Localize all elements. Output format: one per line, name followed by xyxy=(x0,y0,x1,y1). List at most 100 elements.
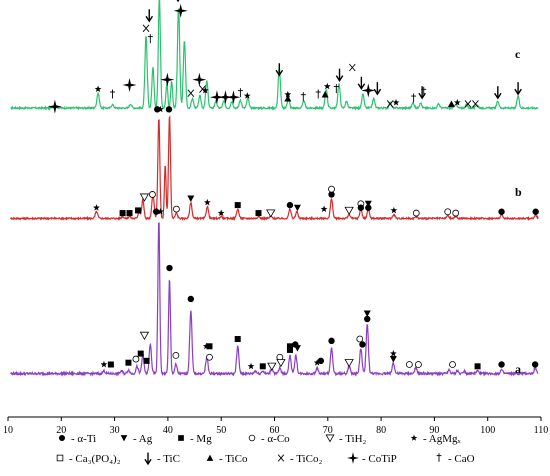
phase-markers-c xyxy=(47,0,522,114)
x-tick-label: 40 xyxy=(163,425,173,436)
marker-circle xyxy=(498,208,505,215)
marker-tri-down-open xyxy=(344,206,354,216)
legend-label: - Ag xyxy=(133,433,153,445)
legend-label: - TiCo xyxy=(219,453,248,465)
marker-dagger xyxy=(109,89,115,99)
x-axis-ticks: 10 20 30 40 50 60 70 80 90 100 110 xyxy=(3,417,548,436)
marker-star xyxy=(93,204,100,211)
series-label-c: c xyxy=(515,47,521,61)
legend-item: - Mg xyxy=(178,433,212,445)
marker-circle-open xyxy=(415,361,422,368)
marker-square xyxy=(119,210,126,217)
marker-circle-open xyxy=(248,434,256,442)
x-tick-label: 80 xyxy=(376,425,386,436)
marker-circle-open xyxy=(173,205,180,213)
legend-item: - Ag xyxy=(120,433,153,445)
marker-star xyxy=(390,206,398,214)
marker-tri-down xyxy=(293,345,301,352)
marker-arrow xyxy=(145,9,154,23)
marker-X xyxy=(277,454,285,462)
marker-square xyxy=(474,363,481,370)
marker-arrow xyxy=(373,82,382,96)
marker-circle xyxy=(364,315,371,323)
marker-star xyxy=(157,208,164,215)
marker-crossstar xyxy=(47,99,62,114)
marker-star xyxy=(247,362,255,370)
marker-circle-open xyxy=(356,335,364,343)
marker-dagger xyxy=(315,89,321,99)
marker-circle-open xyxy=(452,209,460,217)
marker-star xyxy=(453,99,461,106)
x-tick-label: 10 xyxy=(3,425,13,436)
marker-circle xyxy=(317,357,325,365)
series-label-a: a xyxy=(515,362,521,376)
marker-star xyxy=(320,205,328,212)
marker-arrow xyxy=(357,76,366,91)
marker-tri-down xyxy=(389,356,397,363)
legend-label: - AgMgₓ xyxy=(423,433,462,445)
legend-label: - α-Ti xyxy=(71,433,96,445)
marker-square xyxy=(135,207,142,214)
marker-square xyxy=(234,202,241,209)
marker-star xyxy=(202,342,210,350)
marker-circle xyxy=(166,264,173,272)
series-line-a xyxy=(10,222,539,377)
legend-item: - TiH₂ xyxy=(325,433,367,445)
marker-arrow xyxy=(144,452,152,466)
series-line-b xyxy=(10,115,539,222)
marker-arrow xyxy=(418,86,426,100)
marker-circle xyxy=(532,208,539,215)
marker-tri-down xyxy=(363,310,371,318)
marker-tri-down-open xyxy=(267,362,277,371)
marker-square xyxy=(259,363,266,370)
marker-arrow xyxy=(335,68,344,82)
marker-square xyxy=(107,361,114,368)
series-line-c xyxy=(10,0,539,111)
marker-X xyxy=(464,100,472,108)
marker-circle-open xyxy=(172,351,180,359)
marker-square xyxy=(234,336,241,343)
marker-triangle xyxy=(284,95,292,102)
marker-circle-open xyxy=(149,191,156,198)
marker-square xyxy=(206,343,213,350)
legend-label: - CaO xyxy=(448,453,475,465)
legend: - α-Ti - Ag - Mg - α-Co - TiH₂ - AgMgₓ - Ca₃(P… xyxy=(56,433,475,466)
marker-circle xyxy=(357,204,365,211)
marker-X xyxy=(386,100,394,108)
legend-item: - AgMgₓ xyxy=(410,433,462,445)
marker-circle-open xyxy=(405,361,413,368)
marker-dagger xyxy=(147,34,153,44)
legend-item: - CoTiP xyxy=(347,452,397,465)
marker-X xyxy=(142,24,150,33)
marker-tri-down-open xyxy=(139,331,150,340)
x-tick-label: 70 xyxy=(323,425,333,436)
legend-item: - α-Ti xyxy=(58,433,96,445)
marker-circle xyxy=(58,434,66,442)
legend-label: - TiCo₂ xyxy=(290,453,322,465)
marker-square xyxy=(255,210,262,217)
marker-square xyxy=(125,359,132,366)
x-tick-label: 50 xyxy=(216,425,226,436)
marker-circle xyxy=(359,341,366,348)
marker-star xyxy=(410,434,418,441)
legend-item: - Ca₃(PO₄)₂ xyxy=(56,453,121,465)
marker-circle xyxy=(365,204,372,211)
legend-label: - TiH₂ xyxy=(339,433,367,445)
marker-crossstar xyxy=(122,78,137,93)
legend-label: - Mg xyxy=(190,433,212,445)
legend-item: - TiC xyxy=(144,452,180,466)
marker-tri-down-open xyxy=(266,209,276,218)
legend-label: - TiC xyxy=(157,453,180,465)
marker-star xyxy=(284,90,292,98)
x-tick-label: 100 xyxy=(480,425,495,436)
marker-circle xyxy=(187,295,195,303)
marker-star xyxy=(94,85,102,93)
marker-crossstar xyxy=(226,90,241,105)
x-tick-label: 90 xyxy=(429,425,439,436)
marker-tri-down-open xyxy=(325,434,335,443)
marker-star xyxy=(157,105,164,113)
marker-circle xyxy=(531,361,539,368)
marker-arrow xyxy=(494,86,502,100)
x-tick-label: 110 xyxy=(534,425,549,436)
